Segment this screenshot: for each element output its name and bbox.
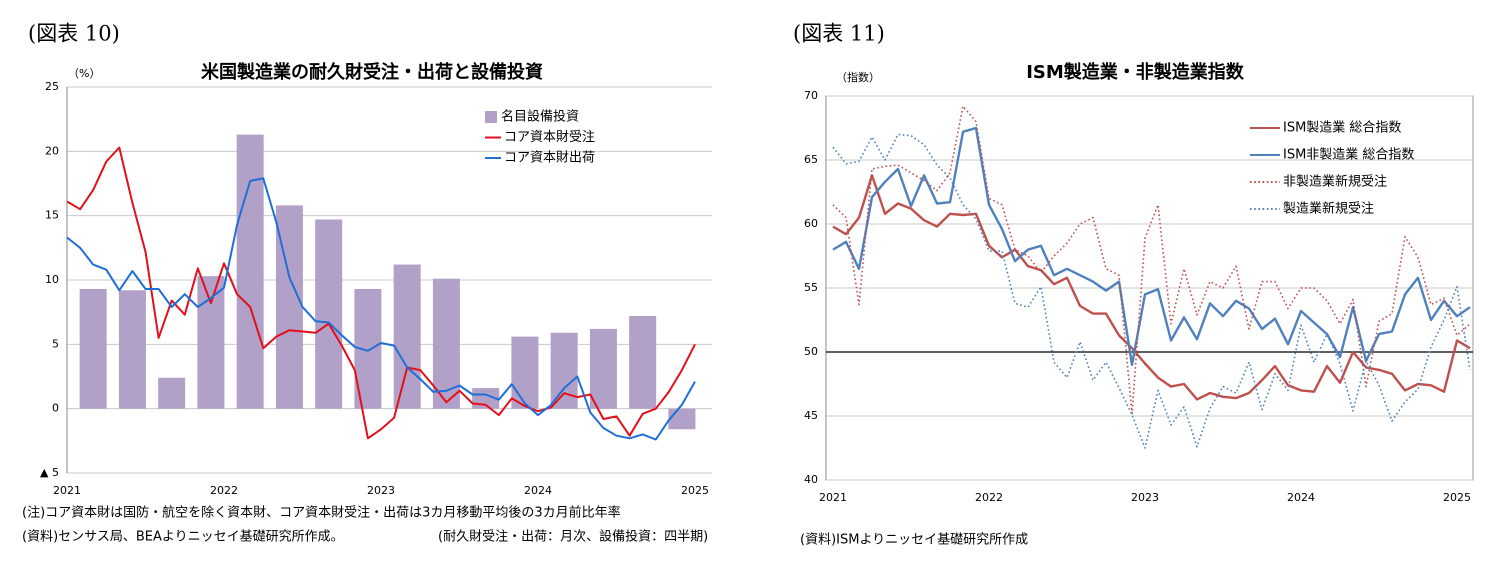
y-tick-label: 60 (804, 217, 818, 230)
x-tick-label: 2025 (681, 484, 709, 497)
y-tick-label: 65 (804, 153, 818, 166)
line-series (832, 174, 1471, 401)
bar (158, 377, 186, 409)
caption: (図表 11) (793, 22, 885, 46)
line-series (66, 177, 696, 441)
legend-swatch (485, 111, 497, 123)
note: (注)コア資本財は国防・航空を除く資本財、コア資本財受注・出荷は3カ月移動平均後… (22, 505, 621, 521)
bar (550, 332, 578, 409)
note: (資料)ISMよりニッセイ基礎研究所作成 (800, 533, 1028, 548)
y-tick-label: 55 (804, 281, 818, 294)
x-tick-label: 2022 (975, 491, 1003, 504)
y-tick-label: 0 (52, 402, 59, 415)
note: (資料)センサス局、BEAよりニッセイ基礎研究所作成。 (22, 530, 344, 545)
bar (589, 328, 617, 409)
bar (629, 316, 657, 409)
y-tick-label: 50 (804, 345, 818, 358)
y-tick-label: ▲ 5 (40, 466, 59, 479)
legend-label: 名目設備投資 (501, 109, 579, 125)
x-tick-label: 2023 (367, 484, 395, 497)
x-tick-label: 2021 (53, 484, 81, 497)
chart-title: 米国製造業の耐久財受注・出荷と設備投資 (201, 61, 543, 83)
x-tick-label: 2025 (1443, 491, 1471, 504)
y-tick-label: 45 (804, 409, 818, 422)
bar (118, 290, 146, 409)
line-series (66, 146, 696, 440)
bar (79, 289, 107, 409)
y-tick-label: 5 (52, 337, 59, 350)
legend-label: ISM製造業 総合指数 (1283, 120, 1401, 136)
bar (315, 219, 343, 409)
y-tick-label: 70 (804, 89, 818, 102)
bar (393, 264, 421, 409)
x-tick-label: 2022 (210, 484, 238, 497)
note: (耐久財受注・出荷：月次、設備投資：四半期) (438, 529, 708, 545)
legend-label: 非製造業新規受注 (1283, 174, 1387, 190)
y-tick-label: 25 (45, 80, 59, 93)
line-series (832, 126, 1471, 366)
x-tick-label: 2024 (524, 484, 552, 497)
bar (197, 276, 225, 409)
y-unit: （指数） (836, 70, 880, 84)
legend-label: コア資本財受注 (504, 130, 595, 145)
y-unit: （%） (68, 67, 100, 80)
x-tick-label: 2021 (819, 491, 847, 504)
legend-label: コア資本財出荷 (504, 151, 595, 166)
caption: (図表 10) (28, 22, 120, 46)
line-series (832, 133, 1471, 449)
y-tick-label: 15 (45, 209, 59, 222)
x-tick-label: 2023 (1131, 491, 1159, 504)
legend-label: 製造業新規受注 (1283, 201, 1374, 217)
chart-title: ISM製造業・非製造業指数 (1026, 61, 1245, 83)
bar (668, 408, 696, 430)
bar (511, 336, 539, 409)
x-tick-label: 2024 (1287, 491, 1315, 504)
y-tick-label: 40 (804, 473, 818, 486)
y-tick-label: 20 (45, 144, 59, 157)
bar (236, 134, 264, 409)
legend-label: ISM非製造業 総合指数 (1283, 147, 1414, 163)
y-tick-label: 10 (45, 273, 59, 286)
